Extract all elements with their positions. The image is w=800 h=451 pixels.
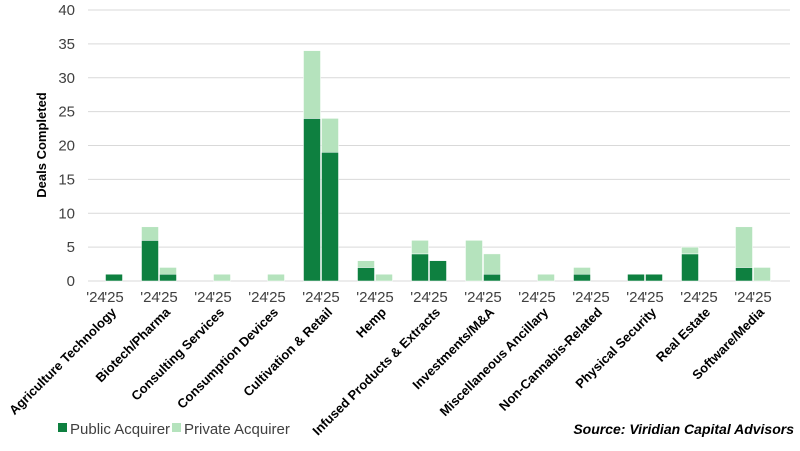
bar-private-25 xyxy=(375,273,393,282)
y-tick-label: 30 xyxy=(58,70,75,87)
x-subcategory-label: '24 xyxy=(194,289,214,306)
x-category-label: Miscellaneous Ancillary xyxy=(437,304,552,419)
x-subcategory-label: '24 xyxy=(248,289,268,306)
x-subcategory-label: '25 xyxy=(428,289,448,306)
source-text: Viridian Capital Advisors xyxy=(629,421,794,437)
y-tick-label: 0 xyxy=(67,273,75,290)
legend: Public Acquirer Private Acquirer xyxy=(58,421,290,438)
x-subcategory-label: '25 xyxy=(752,289,772,306)
bar-private-25 xyxy=(159,267,177,275)
x-subcategory-label: '24 xyxy=(86,289,106,306)
x-subcategory-label: '24 xyxy=(464,289,484,306)
x-subcategory-label: '25 xyxy=(374,289,394,306)
x-subcategory-label: '24 xyxy=(734,289,754,306)
y-tick-label: 20 xyxy=(58,138,75,155)
bar-private-24 xyxy=(141,226,159,241)
x-subcategory-label: '25 xyxy=(698,289,718,306)
bar-private-24 xyxy=(735,226,753,268)
bar-private-24 xyxy=(573,267,591,275)
x-subcategory-label: '25 xyxy=(644,289,664,306)
x-subcategory-label: '25 xyxy=(482,289,502,306)
legend-swatch-private xyxy=(172,423,181,432)
x-subcategory-label: '25 xyxy=(536,289,556,306)
x-category-label: Agriculture Technology xyxy=(6,304,120,418)
y-tick-label: 15 xyxy=(58,171,75,188)
bar-public-25 xyxy=(429,260,447,282)
x-subcategory-label: '25 xyxy=(266,289,286,306)
x-subcategory-label: '25 xyxy=(104,289,124,306)
x-category-label: Non-Cannabis-Related xyxy=(496,304,605,413)
x-subcategory-label: '25 xyxy=(320,289,340,306)
x-category-label: Hemp xyxy=(353,304,389,340)
bar-private-25 xyxy=(753,267,771,282)
x-subcategory-label: '25 xyxy=(590,289,610,306)
x-subcategory-label: '24 xyxy=(626,289,646,306)
bar-public-24 xyxy=(681,253,699,282)
bar-public-25 xyxy=(105,273,123,282)
y-tick-label: 5 xyxy=(67,239,75,256)
bar-public-25 xyxy=(159,273,177,282)
bar-private-25 xyxy=(537,273,555,282)
bar-public-25 xyxy=(645,273,663,282)
x-subcategory-label: '24 xyxy=(356,289,376,306)
bar-private-25 xyxy=(267,273,285,282)
x-category-label: Cultivation & Retail xyxy=(240,305,335,400)
bar-public-24 xyxy=(627,273,645,282)
y-tick-label: 25 xyxy=(58,104,75,121)
x-subcategory-label: '24 xyxy=(302,289,322,306)
source-note: Source: Viridian Capital Advisors xyxy=(573,421,794,437)
bar-private-24 xyxy=(303,50,321,119)
legend-swatch-public xyxy=(58,423,67,432)
x-subcategory-label: '24 xyxy=(140,289,160,306)
bar-private-24 xyxy=(411,240,429,255)
bar-private-25 xyxy=(483,253,501,275)
bar-private-25 xyxy=(321,118,339,153)
bar-public-25 xyxy=(321,152,339,282)
x-subcategory-label: '24 xyxy=(680,289,700,306)
bar-private-24 xyxy=(681,246,699,255)
x-subcategory-label: '24 xyxy=(572,289,592,306)
bar-public-24 xyxy=(303,118,321,282)
y-axis-ticks: 0 5 10 15 20 25 30 35 40 xyxy=(58,2,75,290)
bar-public-24 xyxy=(141,240,159,282)
legend-label-public: Public Acquirer xyxy=(70,421,170,438)
x-category-label: Consulting Services xyxy=(128,305,227,404)
x-subcategory-label: '25 xyxy=(212,289,232,306)
bar-public-24 xyxy=(411,253,429,282)
bar-public-24 xyxy=(573,273,591,282)
y-tick-label: 10 xyxy=(58,205,75,222)
bars xyxy=(105,50,771,282)
bar-private-24 xyxy=(465,240,483,282)
source-label: Source: xyxy=(573,421,625,437)
y-axis-label: Deals Completed xyxy=(34,92,49,198)
bar-public-24 xyxy=(735,267,753,282)
bar-public-25 xyxy=(483,273,501,282)
legend-label-private: Private Acquirer xyxy=(184,421,290,438)
gridlines xyxy=(88,9,790,282)
bar-public-24 xyxy=(357,267,375,282)
bar-private-24 xyxy=(357,260,375,268)
y-tick-label: 40 xyxy=(58,2,75,19)
bar-private-25 xyxy=(213,273,231,282)
x-subcategory-label: '24 xyxy=(410,289,430,306)
x-category-label: Consumption Devices xyxy=(174,305,281,412)
y-tick-label: 35 xyxy=(58,36,75,53)
x-subcategory-label: '24 xyxy=(518,289,538,306)
x-subcategory-label: '25 xyxy=(158,289,178,306)
